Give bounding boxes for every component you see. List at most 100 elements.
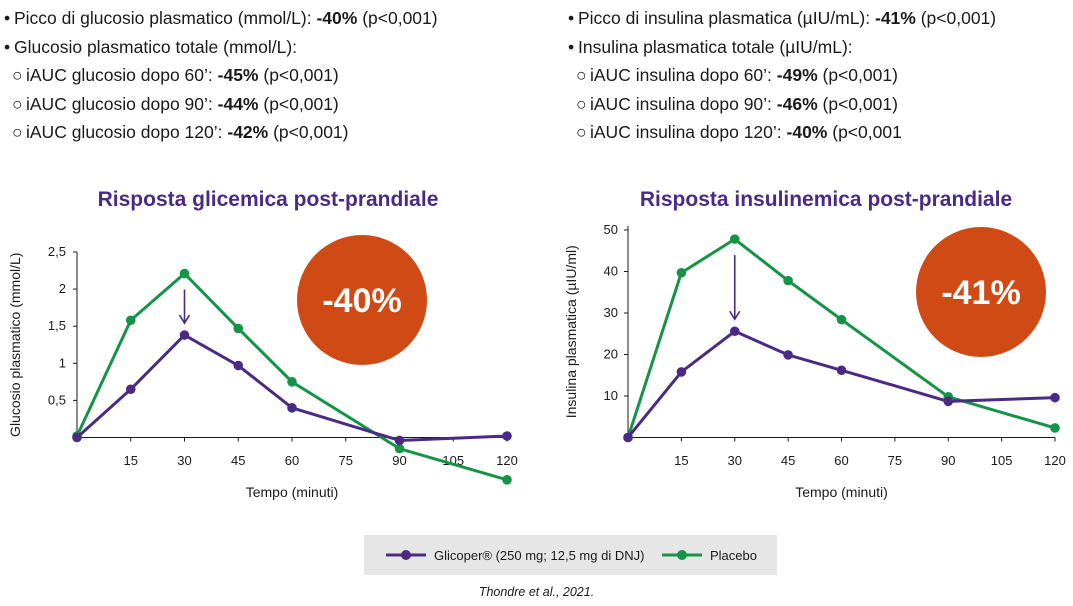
data-point-glicoper xyxy=(836,365,847,376)
bullet-value: -45% xyxy=(217,65,259,85)
y-tick-label: 40 xyxy=(604,264,618,279)
data-point-glicoper xyxy=(233,360,244,371)
bullet-line: • Insulina plasmatica totale (µIU/mL): xyxy=(568,33,996,62)
circle-bullet-icon: ○ xyxy=(576,93,587,114)
reduction-badge xyxy=(916,227,1046,357)
dot-bullet-icon: • xyxy=(4,8,11,28)
y-tick-label: 30 xyxy=(604,305,618,320)
bullet-line: • Glucosio plasmatico totale (mmol/L): xyxy=(4,33,438,62)
x-tick-label: 75 xyxy=(339,453,353,468)
bullet-text: iAUC insulina dopo 120’: xyxy=(590,122,787,142)
x-tick-label: 90 xyxy=(392,453,406,468)
dot-bullet-icon: • xyxy=(568,36,575,57)
x-tick-label: 75 xyxy=(888,453,902,468)
bullets-left: • Picco di glucosio plasmatico (mmol/L): … xyxy=(4,4,438,147)
x-tick-label: 120 xyxy=(1044,453,1066,468)
x-tick-label: 45 xyxy=(781,453,795,468)
x-tick-label: 90 xyxy=(941,453,955,468)
y-axis-label: Insulina plasmatica (µIU/ml) xyxy=(563,245,579,418)
x-axis-label: Tempo (minuti) xyxy=(795,484,888,500)
data-point-glicoper xyxy=(394,435,405,446)
legend-label-placebo: Placebo xyxy=(710,547,757,563)
legend-swatch-placebo xyxy=(662,550,702,560)
legend-label-glicoper: Glicoper® (250 mg; 12,5 mg di DNJ) xyxy=(434,547,645,563)
dot-bullet-icon: • xyxy=(4,36,11,57)
data-point-placebo xyxy=(836,314,847,325)
data-point-placebo xyxy=(502,474,512,485)
bullet-value: -40% xyxy=(316,8,358,28)
data-point-placebo xyxy=(729,234,740,244)
bullet-value: -44% xyxy=(217,93,259,114)
bullet-text: iAUC insulina dopo 60’: xyxy=(590,65,777,85)
bullet-text: Insulina plasmatica totale (µIU/mL): xyxy=(578,36,853,57)
data-point-glicoper xyxy=(72,432,82,443)
dot-bullet-icon: • xyxy=(568,8,575,28)
y-tick-label: 20 xyxy=(604,347,618,362)
chart-title: Risposta glicemica post-prandiale xyxy=(98,188,439,211)
x-axis-label: Tempo (minuti) xyxy=(246,484,339,500)
bullet-pvalue: (p<0,001) xyxy=(258,93,339,114)
legend-swatch-glicoper xyxy=(386,550,426,560)
bullet-value: -40% xyxy=(786,122,828,142)
data-point-glicoper xyxy=(125,384,136,395)
y-tick-label: 50 xyxy=(604,222,618,237)
data-point-placebo xyxy=(125,315,136,326)
y-tick-label: 2,5 xyxy=(48,244,66,259)
x-tick-label: 15 xyxy=(124,453,138,468)
circle-bullet-icon: ○ xyxy=(576,65,587,85)
data-point-glicoper xyxy=(623,432,633,443)
down-arrow-head-icon xyxy=(178,314,191,325)
bullet-text: iAUC glucosio dopo 120’: xyxy=(26,122,228,142)
bullet-text: Picco di insulina plasmatica (µIU/mL): xyxy=(578,8,875,28)
x-tick-label: 60 xyxy=(834,453,848,468)
glucose-chart: Risposta glicemica post-prandiale -40% 0,5… xyxy=(7,188,518,500)
legend: Glicoper® (250 mg; 12,5 mg di DNJ) Place… xyxy=(364,535,777,575)
circle-bullet-icon: ○ xyxy=(12,93,23,114)
data-point-glicoper xyxy=(729,326,740,337)
bullet-line: • Picco di insulina plasmatica (µIU/mL): … xyxy=(568,4,996,33)
x-tick-label: 30 xyxy=(728,453,742,468)
data-point-placebo xyxy=(394,443,405,454)
series-line-glicoper xyxy=(75,333,508,442)
y-axis-label: Glucosio plasmatico (mmol/L) xyxy=(7,253,23,437)
bullet-line: ○ iAUC insulina dopo 120’: -40% (p<0,001 xyxy=(568,118,996,147)
bullet-line: ○ iAUC glucosio dopo 90’: -44% (p<0,001) xyxy=(4,90,438,119)
y-tick-label: 10 xyxy=(604,388,618,403)
x-tick-label: 15 xyxy=(674,453,688,468)
data-point-glicoper xyxy=(676,367,687,377)
data-point-placebo xyxy=(233,323,244,334)
bullet-text: iAUC insulina dopo 90’: xyxy=(590,93,777,114)
down-arrow-head-icon xyxy=(729,310,741,321)
circle-bullet-icon: ○ xyxy=(12,65,23,85)
data-point-placebo xyxy=(783,275,793,286)
bullet-text: Glucosio plasmatico totale (mmol/L): xyxy=(14,36,298,57)
circle-bullet-icon: ○ xyxy=(12,122,23,142)
y-tick-label: 2 xyxy=(59,281,66,296)
x-tick-label: 105 xyxy=(991,453,1013,468)
bullet-text: iAUC glucosio dopo 60’: xyxy=(26,65,218,85)
bullet-pvalue: (p<0,001) xyxy=(258,65,339,85)
bullet-pvalue: (p<0,001) xyxy=(268,122,349,142)
bullet-pvalue: (p<0,001) xyxy=(915,8,997,28)
data-point-glicoper xyxy=(287,403,297,413)
data-point-glicoper xyxy=(1050,392,1060,403)
insulin-chart: Risposta insulinemica post-prandiale -41%… xyxy=(563,188,1066,500)
bullet-line: ○ iAUC glucosio dopo 120’: -42% (p<0,001) xyxy=(4,118,438,147)
bullet-text: Picco di glucosio plasmatico (mmol/L): xyxy=(14,8,317,28)
data-point-placebo xyxy=(179,268,190,279)
reduction-badge xyxy=(297,235,427,365)
y-tick-label: 1,5 xyxy=(48,318,66,333)
x-tick-label: 60 xyxy=(285,453,299,468)
bullet-line: ○ iAUC glucosio dopo 60’: -45% (p<0,001) xyxy=(4,61,438,90)
bullet-line: • Picco di glucosio plasmatico (mmol/L): … xyxy=(4,4,438,33)
x-tick-label: 120 xyxy=(496,453,518,468)
bullet-value: -41% xyxy=(875,8,916,28)
legend-item-glicoper: Glicoper® (250 mg; 12,5 mg di DNJ) xyxy=(386,535,644,575)
bullet-line: ○ iAUC insulina dopo 90’: -46% (p<0,001) xyxy=(568,90,996,119)
x-tick-label: 30 xyxy=(177,453,191,468)
bullet-value: -49% xyxy=(776,65,818,85)
bullets-right: • Picco di insulina plasmatica (µIU/mL): … xyxy=(568,4,996,147)
bullet-value: -46% xyxy=(776,93,818,114)
bullet-pvalue: (p<0,001) xyxy=(817,93,898,114)
x-tick-label: 45 xyxy=(231,453,245,468)
